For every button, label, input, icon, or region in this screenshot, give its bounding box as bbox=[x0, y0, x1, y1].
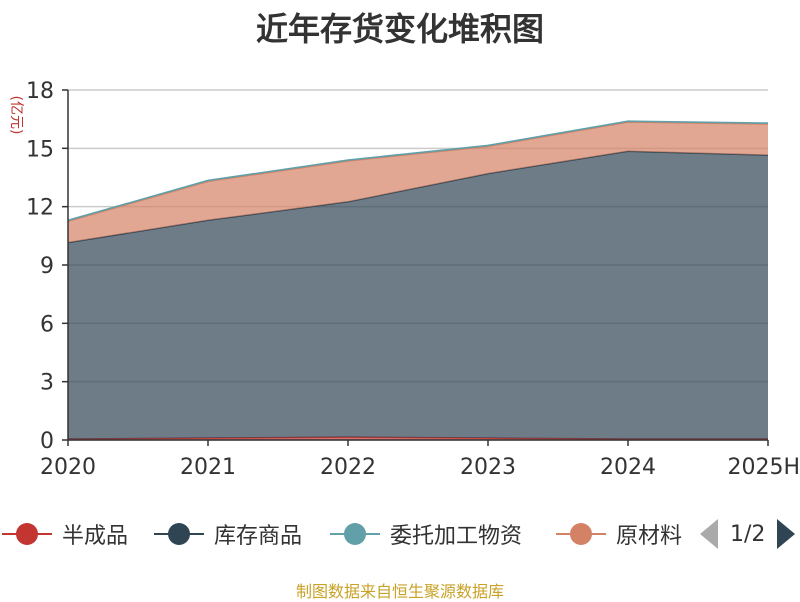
source-note: 制图数据来自恒生聚源数据库 bbox=[295, 582, 504, 601]
legend-marker-icon bbox=[2, 516, 52, 552]
legend-label: 库存商品 bbox=[214, 524, 303, 549]
legend-marker-icon bbox=[556, 516, 606, 552]
legend-label: 半成品 bbox=[62, 524, 129, 549]
line-委托加工物资 bbox=[67, 120, 769, 221]
y-tick-label: 12 bbox=[26, 196, 54, 221]
stacked-area-chart: 0 3 6 9 12 15 18 2020 2021 2022 2023 2024 2025H (亿元) bbox=[8, 79, 800, 480]
legend-item[interactable]: 原材料 bbox=[556, 516, 682, 552]
legend-label: 原材料 bbox=[616, 524, 683, 549]
legend-item[interactable]: 委托加工物资 bbox=[330, 516, 522, 552]
legend-prev-arrow-icon[interactable] bbox=[700, 519, 718, 549]
y-tick-label: 18 bbox=[26, 79, 54, 104]
area-库存商品 bbox=[68, 151, 768, 440]
x-tick-label: 2023 bbox=[460, 455, 516, 480]
legend-item[interactable]: 库存商品 bbox=[154, 516, 302, 552]
line-半成品 bbox=[67, 436, 768, 440]
y-tick-label: 15 bbox=[26, 137, 54, 162]
y-tick-label: 0 bbox=[40, 429, 54, 454]
x-tick-label: 2021 bbox=[180, 455, 236, 480]
axes: 0 3 6 9 12 15 18 2020 2021 2022 2023 2024 2025H bbox=[26, 79, 800, 480]
x-tick-label: 2024 bbox=[600, 455, 656, 480]
legend-next-arrow-icon[interactable] bbox=[777, 519, 796, 549]
x-tick-label: 2022 bbox=[320, 455, 376, 480]
legend: 半成品 库存商品 委托加工物资 原材料 bbox=[0, 516, 800, 552]
y-tick-label: 9 bbox=[40, 254, 54, 279]
y-tick-label: 6 bbox=[40, 312, 54, 337]
chart-title: 近年存货变化堆积图 bbox=[255, 10, 544, 48]
line-库存商品 bbox=[67, 150, 769, 244]
legend-marker-icon bbox=[330, 516, 380, 552]
x-tick-label: 2020 bbox=[40, 455, 96, 480]
legend-pager: 1/2 bbox=[700, 516, 796, 552]
legend-item[interactable]: 半成品 bbox=[2, 516, 128, 552]
legend-label: 委托加工物资 bbox=[390, 524, 523, 549]
x-tick-label: 2025H bbox=[727, 455, 800, 480]
legend-page-indicator: 1/2 bbox=[730, 521, 766, 547]
y-tick-label: 3 bbox=[40, 371, 54, 396]
legend-marker-icon bbox=[154, 516, 204, 552]
area-原材料 bbox=[68, 122, 768, 243]
area-layers bbox=[67, 120, 769, 440]
y-axis-unit: (亿元) bbox=[8, 96, 24, 135]
